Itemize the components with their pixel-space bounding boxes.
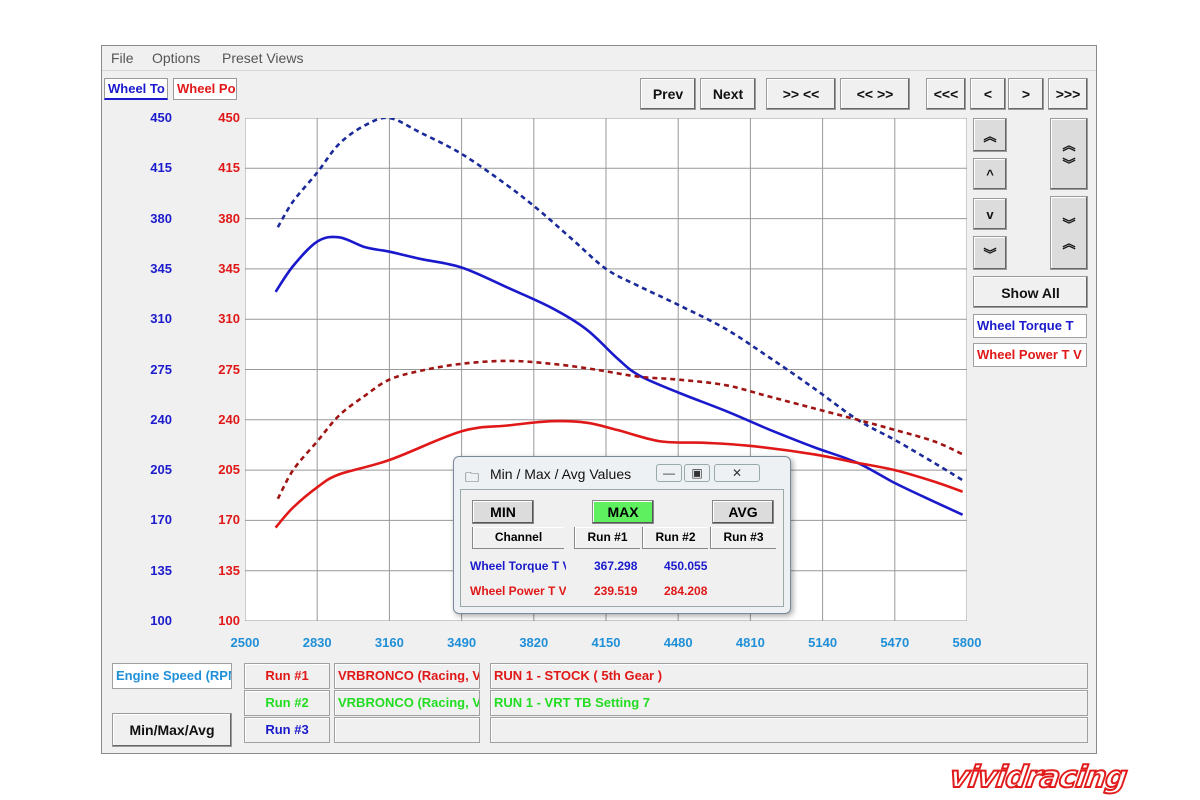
x-tick-label: 5800 <box>952 635 982 650</box>
row-power-channel: Wheel Power T V <box>470 584 566 598</box>
window-icon: 🗀 <box>465 469 479 485</box>
show-all-button[interactable]: Show All <box>973 276 1088 308</box>
y-tick-label-power: 205 <box>218 462 240 478</box>
series-power-run1 <box>274 419 964 529</box>
y-tick-label-torque: 135 <box>150 562 172 578</box>
max-button[interactable]: MAX <box>592 500 654 524</box>
run-3-vehicle[interactable] <box>334 717 480 743</box>
x-tick-label: 4810 <box>735 635 765 650</box>
x-tick-label: 5470 <box>880 635 910 650</box>
y-tick-label-torque: 450 <box>150 110 172 125</box>
tab-wheel-torque[interactable]: Wheel To <box>104 78 168 100</box>
y-tick-label-power: 135 <box>218 562 240 578</box>
expand-scale-button[interactable]: ︽ ︾ <box>1050 118 1088 190</box>
x-tick-label: 4480 <box>663 635 693 650</box>
x-tick-label: 2830 <box>302 635 332 650</box>
y-tick-label-power: 100 <box>218 613 240 628</box>
restore-button[interactable]: ▣ <box>684 464 710 482</box>
run-1-description[interactable]: RUN 1 - STOCK ( 5th Gear ) <box>490 663 1088 689</box>
y-tick-label-power: 170 <box>218 512 240 528</box>
y-tick-label-torque: 415 <box>150 160 172 176</box>
channel-header: Channel <box>472 527 564 549</box>
y-tick-label-power: 450 <box>218 110 240 125</box>
x-tick-label: 3160 <box>374 635 404 650</box>
x-tick-label: 3820 <box>519 635 549 650</box>
min-button[interactable]: MIN <box>472 500 534 524</box>
run-1-label: Run #1 <box>244 663 330 689</box>
legend-wheel-torque[interactable]: Wheel Torque T <box>973 314 1087 338</box>
vividracing-logo: vividracing <box>947 759 1130 796</box>
dyno-app-window: File Options Preset Views Wheel To Wheel… <box>101 45 1097 754</box>
y-tick-label-power: 380 <box>218 210 240 226</box>
scroll-left-button[interactable]: < <box>970 78 1006 110</box>
x-tick-label: 4150 <box>591 635 621 650</box>
row-torque-channel: Wheel Torque T V <box>470 559 566 573</box>
y-tick-label-power: 310 <box>218 311 240 327</box>
double-chevron-icon: ︽ ︾ <box>1062 138 1076 172</box>
zoom-in-button[interactable]: >> << <box>766 78 836 110</box>
y-tick-label-torque: 240 <box>150 411 172 427</box>
y-tick-label-power: 415 <box>218 160 240 176</box>
scroll-down-button[interactable]: v <box>973 198 1007 230</box>
y-tick-label-torque: 380 <box>150 210 172 226</box>
x-tick-label: 5140 <box>808 635 838 650</box>
menu-bar: File Options Preset Views <box>102 46 1096 71</box>
y-tick-label-power: 275 <box>218 361 240 377</box>
run-3-label: Run #3 <box>244 717 330 743</box>
run-2-description[interactable]: RUN 1 - VRT TB Setting 7 <box>490 690 1088 716</box>
run-3-header: Run #3 <box>710 527 776 549</box>
run-2-header: Run #2 <box>642 527 708 549</box>
menu-preset-views[interactable]: Preset Views <box>222 50 304 66</box>
scroll-up-button[interactable]: ^ <box>973 158 1007 190</box>
scroll-right-button[interactable]: > <box>1008 78 1044 110</box>
row-power-run2: 284.208 <box>664 584 708 598</box>
menu-options[interactable]: Options <box>152 50 201 66</box>
zoom-out-button[interactable]: << >> <box>840 78 910 110</box>
run-2-vehicle[interactable]: VRBRONCO (Racing, V <box>334 690 480 716</box>
x-tick-label: 3490 <box>447 635 477 650</box>
scroll-far-left-button[interactable]: <<< <box>926 78 966 110</box>
series-power-run2 <box>276 359 964 500</box>
y-tick-label-power: 345 <box>218 260 240 276</box>
min-max-avg-button[interactable]: Min/Max/Avg <box>112 713 232 747</box>
run-1-vehicle[interactable]: VRBRONCO (Racing, V <box>334 663 480 689</box>
y-tick-label-torque: 170 <box>150 512 172 528</box>
series-torque-run1 <box>274 235 964 516</box>
y-tick-label-torque: 275 <box>150 361 172 377</box>
y-tick-label-torque: 345 <box>150 260 172 276</box>
menu-file[interactable]: File <box>111 50 134 66</box>
y-tick-label-torque: 310 <box>150 311 172 327</box>
prev-button[interactable]: Prev <box>640 78 696 110</box>
row-torque-run1: 367.298 <box>594 559 638 573</box>
row-power-run1: 239.519 <box>594 584 638 598</box>
avg-button[interactable]: AVG <box>712 500 774 524</box>
x-channel-field[interactable]: Engine Speed (RPM) <box>112 663 232 689</box>
run-3-description[interactable] <box>490 717 1088 743</box>
y-tick-label-torque: 205 <box>150 462 172 478</box>
minimize-button[interactable]: — <box>656 464 682 482</box>
y-tick-label-power: 240 <box>218 411 240 427</box>
next-button[interactable]: Next <box>700 78 756 110</box>
run-1-header: Run #1 <box>574 527 640 549</box>
row-torque-run2: 450.055 <box>664 559 708 573</box>
scroll-down-double-button[interactable]: ︾ <box>973 236 1007 270</box>
scroll-up-double-button[interactable]: ︽ <box>973 118 1007 152</box>
run-2-label: Run #2 <box>244 690 330 716</box>
scroll-far-right-button[interactable]: >>> <box>1048 78 1088 110</box>
series-torque-run2 <box>276 118 964 482</box>
dialog-title: Min / Max / Avg Values <box>490 466 632 482</box>
min-max-avg-dialog: 🗀 Min / Max / Avg Values — ▣ ✕ MIN MAX A… <box>453 456 791 614</box>
close-button[interactable]: ✕ <box>714 464 760 482</box>
y-tick-label-torque: 100 <box>150 613 172 628</box>
x-tick-label: 2500 <box>230 635 260 650</box>
compress-scale-button[interactable]: ︾ ︽ <box>1050 196 1088 270</box>
legend-wheel-power[interactable]: Wheel Power T V <box>973 343 1087 367</box>
double-chevron-icon: ︾ ︽ <box>1062 217 1076 251</box>
tab-wheel-power[interactable]: Wheel Po <box>173 78 237 100</box>
